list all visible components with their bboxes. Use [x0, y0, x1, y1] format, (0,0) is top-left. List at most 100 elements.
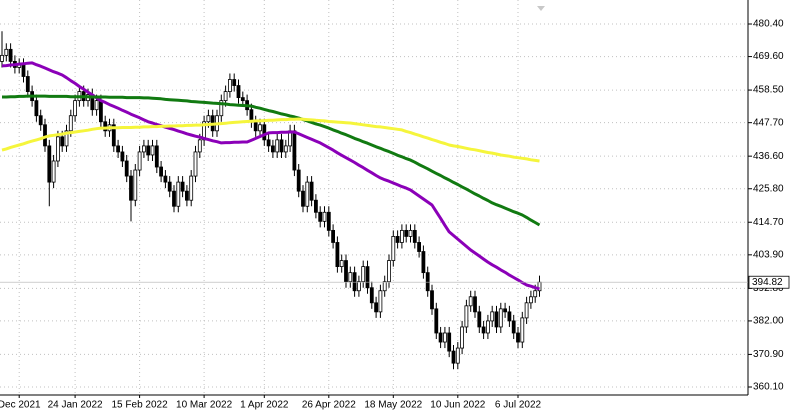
candle-body — [494, 311, 499, 328]
candle-body — [124, 160, 129, 177]
candle-body — [485, 320, 490, 334]
candle-body — [361, 266, 366, 283]
candle-body — [150, 145, 155, 156]
price-label-box — [748, 275, 790, 289]
candle-body — [189, 175, 194, 201]
candle-body — [455, 347, 460, 364]
y-tick-label: 360.10 — [753, 382, 784, 393]
candle-body — [172, 190, 176, 207]
candle-body — [516, 332, 520, 343]
x-tick-label: 26 Apr 2022 — [302, 400, 356, 411]
candle-body — [21, 64, 26, 77]
candle-body — [64, 130, 69, 147]
candle-body — [141, 145, 146, 153]
candle-body — [468, 296, 473, 307]
moving-average-line — [1, 117, 540, 163]
candle-body — [511, 320, 516, 334]
candle-body — [270, 145, 275, 153]
candle-body — [460, 326, 465, 349]
candle-body — [387, 260, 391, 283]
candle-body — [94, 100, 99, 111]
candle-body — [344, 260, 348, 283]
y-tick-label: 414.70 — [753, 217, 784, 228]
x-tick-label: 24 Jan 2022 — [48, 400, 103, 411]
candle-body — [167, 181, 172, 192]
candle-body — [159, 166, 164, 177]
x-tick-label: 18 May 2022 — [364, 400, 422, 411]
moving-average-line — [1, 61, 540, 291]
candle-body — [279, 139, 284, 153]
candle-body — [503, 308, 508, 313]
candle-body — [464, 305, 469, 328]
candle-body — [68, 115, 73, 132]
candle-body — [395, 236, 400, 243]
candle-body — [498, 308, 503, 328]
candle-body — [421, 251, 426, 274]
y-tick-label: 480.40 — [753, 19, 784, 30]
candle-body — [356, 281, 361, 292]
candle-body — [137, 151, 142, 171]
candle-body — [38, 115, 43, 126]
candle-body — [262, 124, 267, 141]
candle-body — [60, 136, 65, 147]
y-tick-label: 425.80 — [753, 183, 784, 194]
candle-body — [51, 160, 56, 183]
candle-body — [0, 54, 4, 62]
y-tick-label: 370.90 — [753, 349, 784, 360]
candle-body — [335, 242, 340, 268]
candle-body — [339, 260, 344, 268]
candle-body — [533, 290, 538, 298]
y-tick-label: 458.50 — [753, 85, 784, 96]
candle-body — [322, 211, 327, 222]
candle-body — [447, 332, 452, 352]
candle-body — [352, 272, 357, 292]
candle-body — [296, 169, 301, 192]
y-tick-label: 436.60 — [753, 151, 784, 162]
candle-body — [103, 121, 108, 132]
candle-body — [133, 169, 138, 201]
candle-body — [47, 145, 52, 183]
candle-body — [154, 145, 159, 168]
candle-body — [382, 281, 387, 292]
candle-body — [408, 229, 413, 237]
candle-body — [266, 139, 271, 147]
candle-body — [399, 229, 404, 243]
y-tick-label: 403.90 — [753, 249, 784, 260]
x-tick-label: Dec 2021 — [0, 400, 41, 411]
candle-body — [275, 139, 280, 153]
candle-body — [197, 139, 202, 153]
candle-body — [417, 242, 422, 252]
candle-body — [369, 287, 374, 304]
candle-body — [529, 296, 533, 304]
candle-body — [99, 100, 103, 123]
candle-body — [193, 151, 198, 177]
candle-body — [258, 124, 262, 132]
candle-body — [111, 124, 116, 147]
candle-body — [318, 211, 323, 222]
candle-body — [374, 302, 379, 313]
candle-body — [4, 48, 9, 56]
candle-body — [442, 332, 447, 343]
y-tick-label: 382.00 — [753, 316, 784, 327]
candle-body — [524, 302, 529, 319]
x-tick-label: 10 Jun 2022 — [430, 400, 485, 411]
candle-body — [477, 311, 482, 328]
candle-body — [292, 130, 297, 171]
shift-marker — [537, 6, 545, 11]
candle-body — [451, 350, 456, 364]
candle-body — [34, 100, 39, 117]
candle-body — [309, 181, 314, 201]
moving-average-line — [2, 94, 541, 227]
candle-body — [25, 76, 30, 92]
candle-body — [438, 332, 443, 343]
candle-body — [56, 136, 60, 162]
x-tick-label: 10 Mar 2022 — [176, 400, 233, 411]
x-tick-label: 1 Apr 2022 — [240, 400, 289, 411]
x-tick-label: 15 Feb 2022 — [112, 400, 169, 411]
candle-body — [129, 175, 133, 201]
y-tick-label: 447.70 — [753, 117, 784, 128]
candle-body — [206, 115, 211, 123]
candle-body — [176, 181, 181, 207]
